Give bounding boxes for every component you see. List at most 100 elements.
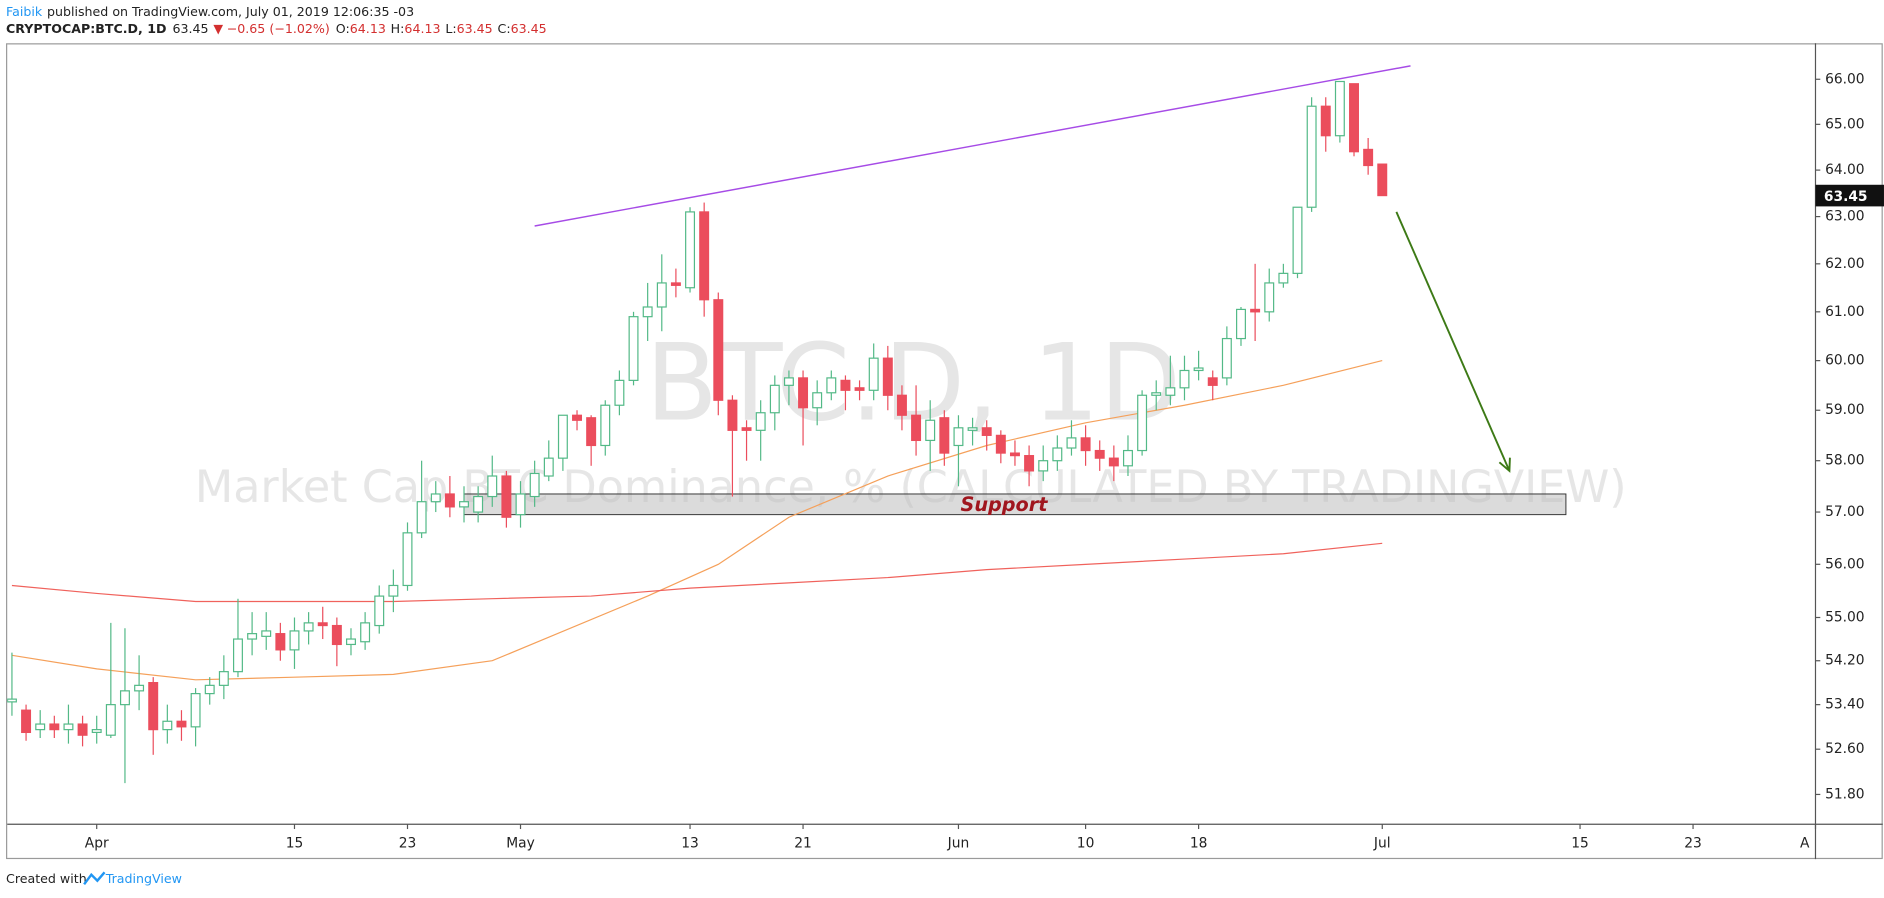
x-tick-label: Jun (947, 835, 970, 851)
candle-body (967, 427, 978, 431)
candle-body (303, 622, 314, 632)
candle-body (218, 671, 229, 686)
candle-body (1264, 282, 1275, 313)
candle-body (614, 379, 625, 406)
last-price: 63.45 (172, 20, 208, 35)
candle-body (515, 493, 526, 516)
change-arrow: ▼ (213, 20, 223, 35)
candle-body (1009, 452, 1020, 457)
candle-body (783, 377, 794, 386)
x-tick-label: 21 (794, 835, 812, 851)
last-price-box (1815, 184, 1884, 207)
candle-body (162, 720, 173, 731)
x-tick-label: Apr (85, 835, 109, 851)
candle-body (148, 682, 159, 731)
candle-body (529, 472, 540, 498)
y-tick-label: 56.00 (1825, 556, 1865, 572)
candle-body (1094, 449, 1105, 459)
candle-body (656, 282, 667, 308)
arrow-head (1498, 457, 1511, 473)
candle-body (416, 501, 427, 534)
candle-body (176, 720, 187, 728)
logo (83, 871, 106, 886)
footer-created: Created with (6, 871, 87, 886)
candle-body (35, 723, 46, 731)
candle-body (1320, 105, 1331, 137)
candle-body (444, 493, 455, 508)
x-tick-label: 18 (1190, 835, 1208, 851)
ohlc-label: H: (391, 20, 405, 35)
y-tick-label: 57.00 (1825, 504, 1865, 520)
candle-body (487, 475, 498, 498)
candle-body (1024, 455, 1035, 472)
candle-body (925, 419, 936, 442)
change: −0.65 (−1.02%) (227, 20, 330, 35)
candle-body (699, 211, 710, 301)
candle-body (430, 493, 441, 503)
ohlc-label: O: (336, 20, 350, 35)
y-tick-label: 61.00 (1825, 304, 1865, 320)
low-value: 63.45 (457, 20, 493, 35)
x-tick-label: 23 (1684, 835, 1702, 851)
candle-body (1108, 457, 1119, 467)
x-tick-label: A (1800, 835, 1810, 851)
candle-body (119, 690, 130, 706)
publish-line: Faibik published on TradingView.com, July… (6, 4, 414, 19)
footer-brand[interactable]: TradingView (105, 871, 182, 886)
candle-body (1363, 148, 1374, 167)
candle-body (317, 622, 328, 627)
close-value: 63.45 (511, 20, 547, 35)
candle-body (543, 457, 554, 477)
candle-body (854, 387, 865, 391)
candle-body (882, 357, 893, 396)
candle-body (1151, 392, 1162, 396)
arrow-line (1395, 211, 1511, 472)
candle-body (1236, 308, 1246, 340)
candle-body (275, 633, 286, 651)
ohlc-label: L: (445, 20, 456, 35)
candle-body (77, 723, 88, 736)
candle-body (1349, 83, 1359, 153)
candle-body (1292, 206, 1303, 274)
candle-body (331, 624, 342, 646)
candle-body (374, 595, 385, 627)
candle-body (798, 377, 809, 409)
candle-body (713, 299, 724, 401)
candle-body (289, 630, 300, 651)
y-tick-label: 51.80 (1825, 786, 1865, 802)
x-tick-label: 13 (681, 835, 699, 851)
candle-body (1165, 387, 1176, 396)
candle-body (473, 495, 484, 513)
candle-body (1221, 337, 1232, 379)
author[interactable]: Faibik (6, 4, 43, 19)
trend-line (534, 65, 1411, 227)
candle-body (232, 638, 243, 673)
candle-body (105, 704, 116, 736)
candle-body (586, 417, 597, 447)
candle-body (600, 404, 611, 447)
x-tick-label: Jul (1373, 835, 1391, 851)
plot: Support (7, 65, 1567, 784)
candle-body (190, 693, 201, 728)
candle-body (670, 282, 681, 286)
candle-body (501, 475, 512, 518)
candle-body (840, 379, 851, 391)
candle-body (685, 211, 696, 289)
candle-body (1278, 272, 1289, 284)
symbol-line: CRYPTOCAP:BTC.D, 1D 63.45 ▼ −0.65 (−1.02%) O… (6, 20, 547, 35)
candle-body (360, 622, 371, 643)
candle-body (402, 532, 413, 587)
x-tick-label: 15 (286, 835, 304, 851)
y-tick-label: 58.00 (1825, 453, 1865, 469)
ohlc-label: C: (498, 20, 511, 35)
candle-body (1207, 377, 1218, 386)
candle-body (204, 684, 215, 695)
candle-body (557, 414, 568, 459)
y-tick-label: 64.00 (1825, 162, 1865, 178)
published: published on TradingView.com, July 01, 2… (47, 4, 414, 19)
candle-body (826, 377, 837, 394)
candle-body (628, 316, 639, 381)
candle-body (247, 633, 258, 640)
